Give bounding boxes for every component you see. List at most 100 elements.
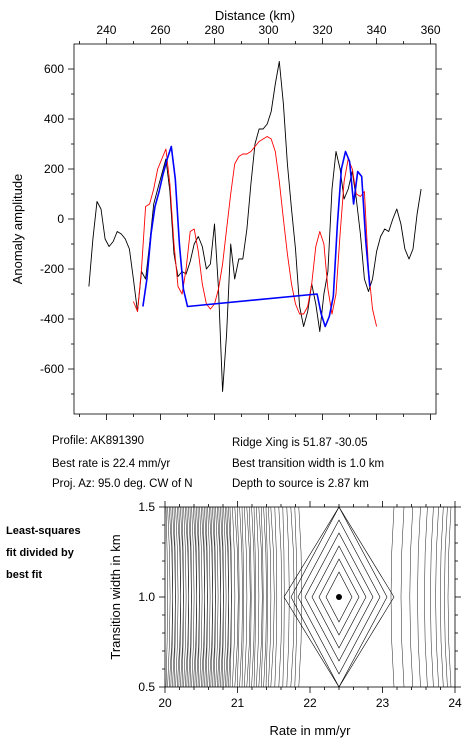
contour-line	[191, 506, 195, 688]
contour-line	[239, 506, 243, 688]
contour-line	[304, 532, 374, 662]
contour-line	[226, 506, 230, 688]
contour-line	[244, 506, 248, 688]
contour-line	[184, 506, 189, 688]
x-tick-label: 280	[204, 23, 224, 37]
contour-line	[318, 558, 360, 636]
contour-line	[325, 571, 353, 623]
contour-lines	[165, 506, 452, 688]
anomaly-profile-plot: 240 260 280 300 320 340 360 600 400 200 0 -200 -400 -…	[10, 8, 442, 420]
contour-line	[176, 506, 181, 688]
contour-line	[178, 506, 182, 688]
x-tick-label: 340	[367, 23, 387, 37]
contour-line	[248, 506, 252, 688]
contour-line	[207, 506, 211, 688]
contour-line	[253, 506, 256, 688]
contour-line	[229, 506, 232, 688]
contour-line	[224, 506, 229, 688]
contour-line	[409, 506, 414, 688]
contour-line	[175, 506, 179, 688]
y-tick-label: 600	[44, 62, 64, 76]
side-note-line: fit divided by	[6, 547, 74, 559]
contour-line	[440, 506, 444, 688]
contour-line	[165, 506, 168, 688]
contour-line	[424, 506, 428, 688]
top-plot-series	[88, 61, 422, 392]
contour-line	[192, 506, 197, 688]
x-tick-label: 22	[303, 696, 317, 710]
series-line	[142, 145, 371, 328]
best-fit-point	[336, 594, 342, 600]
contour-line	[260, 506, 264, 688]
contour-line	[290, 506, 295, 688]
x-tick-label: 320	[313, 23, 333, 37]
contour-line	[189, 506, 192, 688]
x-tick-label: 23	[376, 696, 390, 710]
contour-line	[265, 506, 268, 688]
contour-line	[173, 506, 176, 688]
x-tick-label: 20	[158, 696, 172, 710]
contour-line	[213, 506, 216, 688]
contour-line	[208, 506, 213, 688]
contour-line	[444, 506, 448, 688]
contour-line	[197, 506, 200, 688]
contour-line	[223, 506, 227, 688]
y-tick-label: 0	[57, 212, 64, 226]
contour-line	[251, 506, 255, 688]
side-note-line: best fit	[6, 569, 43, 581]
top-y-axis-label: Anomaly amplitude	[10, 174, 25, 285]
series-line	[132, 136, 378, 327]
profile-text: Profile: AK891390	[52, 435, 145, 447]
y-tick-label: 0.5	[138, 680, 155, 694]
contour-line	[236, 506, 240, 688]
y-tick-label: -400	[40, 312, 64, 326]
contour-line	[311, 545, 367, 649]
contour-line	[241, 506, 244, 688]
y-tick-label: -200	[40, 262, 64, 276]
contour-line	[447, 506, 452, 688]
contour-line	[202, 506, 206, 688]
contour-line	[181, 506, 184, 688]
contour-line	[218, 506, 222, 688]
contour-line	[167, 506, 171, 688]
contour-line	[246, 506, 251, 688]
best-width-text: Best transition width is 1.0 km	[232, 458, 385, 470]
contour-line	[297, 519, 381, 675]
x-tick-label: 360	[421, 23, 441, 37]
best-rate-text: Best rate is 22.4 mm/yr	[52, 458, 171, 470]
contour-line	[221, 506, 224, 688]
series-line	[88, 61, 422, 392]
depth-text: Depth to source is 2.87 km	[232, 478, 369, 490]
top-plot-ticks: 240 260 280 300 320 340 360 600 400 200 0 -200 -400 -…	[40, 23, 442, 420]
contour-line	[417, 506, 421, 688]
contour-line	[258, 506, 263, 688]
top-x-axis-label: Distance (km)	[215, 8, 295, 23]
x-tick-label: 300	[258, 23, 278, 37]
contour-line	[170, 506, 174, 688]
contour-line	[210, 506, 214, 688]
y-tick-label: 400	[44, 112, 64, 126]
y-tick-label: 1.5	[138, 500, 155, 514]
contour-line	[400, 506, 405, 688]
contour-line	[435, 506, 439, 688]
x-tick-label: 240	[96, 23, 116, 37]
contour-line	[216, 506, 221, 688]
y-tick-label: 1.0	[138, 590, 155, 604]
contour-line	[234, 506, 239, 688]
top-plot-frame	[73, 43, 437, 415]
x-tick-label: 21	[231, 696, 245, 710]
contour-line	[232, 506, 236, 688]
contour-line	[268, 506, 272, 688]
contour-line	[270, 506, 275, 688]
side-note-line: Least-squares	[6, 525, 81, 537]
ridge-crossing-text: Ridge Xing is 51.87 -30.05	[232, 437, 368, 449]
contour-line	[430, 506, 434, 688]
contour-line	[168, 506, 173, 688]
contour-line	[186, 506, 190, 688]
bottom-plot-ticks: 20 21 22 23 24 0.5 1.0 1.5	[138, 500, 462, 710]
x-tick-label: 260	[150, 23, 170, 37]
contour-line	[298, 506, 303, 688]
contour-line	[215, 506, 219, 688]
contour-line	[194, 506, 198, 688]
